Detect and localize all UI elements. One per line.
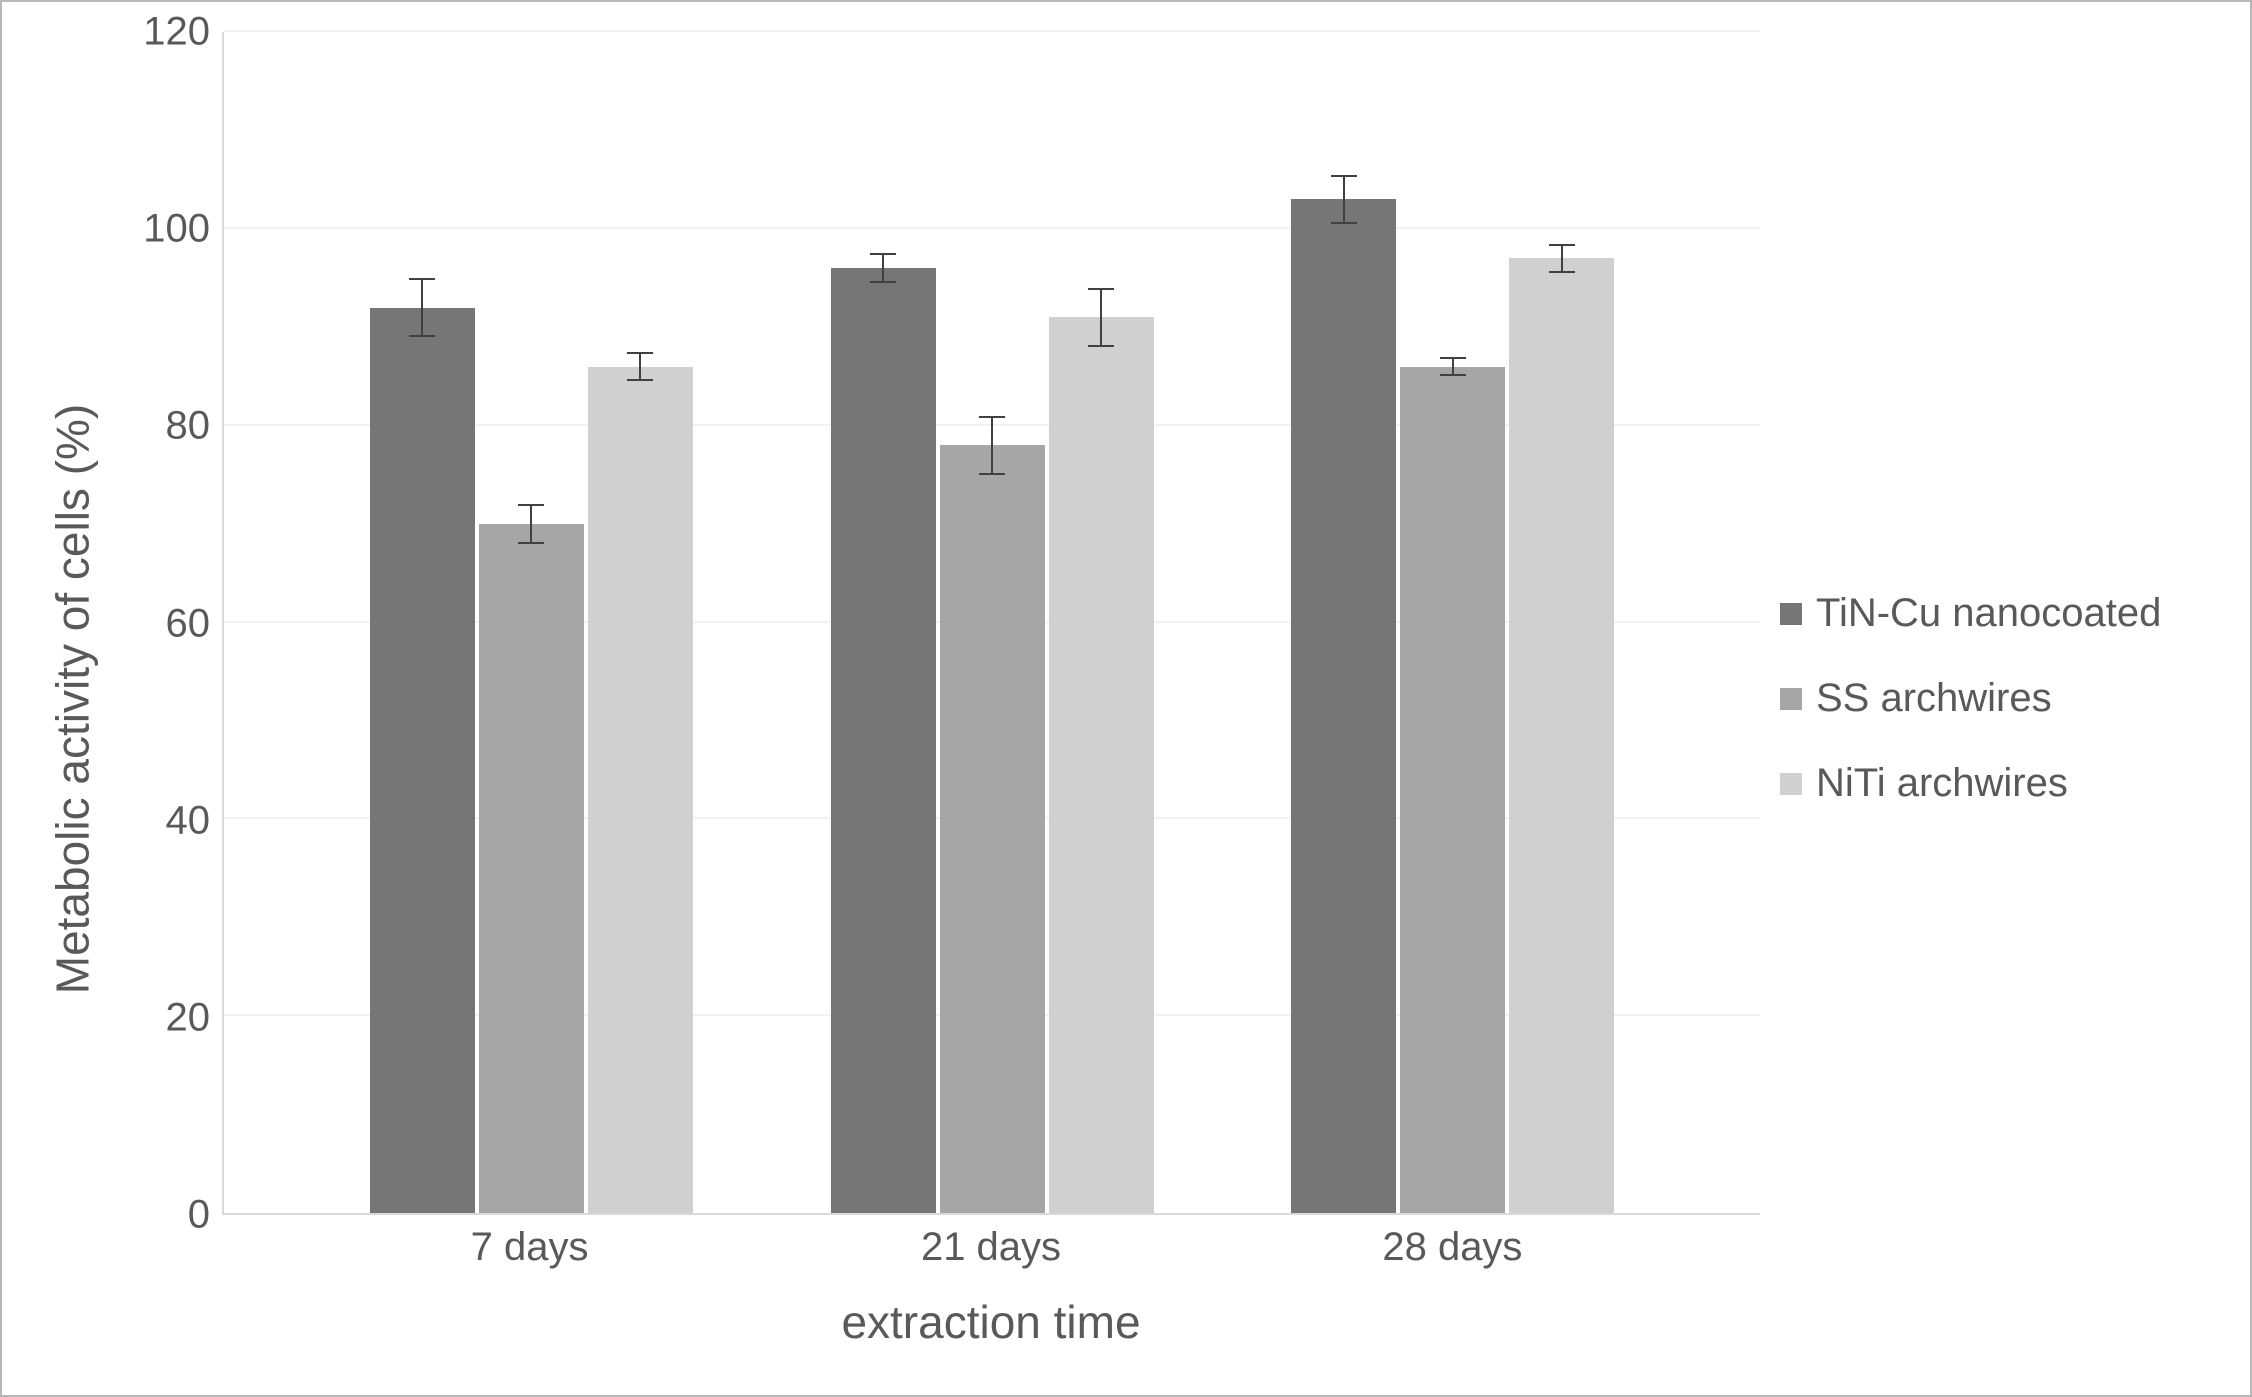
legend-swatch [1780, 603, 1802, 625]
error-cap [409, 278, 435, 280]
bar [1400, 367, 1505, 1213]
error-cap [518, 542, 544, 544]
legend-label: SS archwires [1816, 676, 2052, 721]
y-axis-label: Metabolic activity of cells (%) [45, 403, 99, 994]
legend-item: NiTi archwires [1780, 761, 2220, 806]
chart-frame: Metabolic activity of cells (%) 0 20 40 60 8… [0, 0, 2252, 1397]
bar [1291, 199, 1396, 1213]
legend-item: TiN-Cu nanocoated [1780, 591, 2220, 636]
y-tick-label: 100 [143, 207, 210, 252]
error-bar [1561, 244, 1563, 274]
error-cap [1088, 288, 1114, 290]
error-cap [1331, 175, 1357, 177]
bar [1049, 317, 1154, 1213]
error-cap [627, 352, 653, 354]
y-tick-label: 20 [166, 995, 211, 1040]
legend-swatch [1780, 773, 1802, 795]
x-axis-label-row: extraction time [112, 1295, 1760, 1365]
x-axis-label: extraction time [841, 1295, 1140, 1349]
bar [588, 367, 693, 1213]
error-bar [421, 278, 423, 337]
error-bar [1100, 288, 1102, 347]
y-tick-column: 020406080100120 [112, 32, 222, 1215]
bar [831, 268, 936, 1213]
legend: TiN-Cu nanocoated SS archwires NiTi archwi… [1760, 32, 2220, 1365]
error-cap [1549, 271, 1575, 273]
error-cap [979, 416, 1005, 418]
legend-label: TiN-Cu nanocoated [1816, 591, 2161, 636]
gridline [224, 30, 1760, 32]
error-cap [1088, 345, 1114, 347]
y-axis-label-container: Metabolic activity of cells (%) [32, 32, 112, 1365]
bar [479, 524, 584, 1213]
bar-group [831, 268, 1154, 1213]
y-tick-label: 80 [166, 404, 211, 449]
legend-label: NiTi archwires [1816, 761, 2068, 806]
error-cap [627, 379, 653, 381]
error-cap [518, 504, 544, 506]
bar-group [1291, 199, 1614, 1213]
bar [1509, 258, 1614, 1213]
error-bar [882, 253, 884, 283]
error-cap [1331, 222, 1357, 224]
bar-group [370, 308, 693, 1213]
error-bar [639, 352, 641, 382]
x-ticks-container: 7 days 21 days 28 days [222, 1215, 1760, 1295]
legend-swatch [1780, 688, 1802, 710]
chart-main-column: 020406080100120 7 days21 days28 days ext… [112, 32, 1760, 1365]
x-tick-label: 28 days [1382, 1225, 1522, 1270]
bar [370, 308, 475, 1213]
x-tick-label: 21 days [921, 1225, 1061, 1270]
error-cap [870, 281, 896, 283]
error-cap [1440, 374, 1466, 376]
x-tick-row: 7 days 21 days 28 days [112, 1215, 1760, 1295]
legend-item: SS archwires [1780, 676, 2220, 721]
error-bar [1343, 175, 1345, 224]
error-cap [870, 253, 896, 255]
x-tick-label: 7 days [471, 1225, 589, 1270]
error-cap [409, 335, 435, 337]
error-cap [1440, 357, 1466, 359]
chart-wrapper: Metabolic activity of cells (%) 0 20 40 60 8… [32, 32, 2220, 1365]
y-tick-label: 40 [166, 798, 211, 843]
bar [940, 445, 1045, 1213]
error-bar [530, 504, 532, 543]
y-tick-label: 120 [143, 10, 210, 55]
plot-row: 020406080100120 [112, 32, 1760, 1215]
y-tick-label: 60 [166, 601, 211, 646]
error-cap [1549, 244, 1575, 246]
plot-area [222, 32, 1760, 1215]
error-cap [979, 473, 1005, 475]
error-bar [991, 416, 993, 475]
y-tick-label: 0 [188, 1193, 210, 1238]
